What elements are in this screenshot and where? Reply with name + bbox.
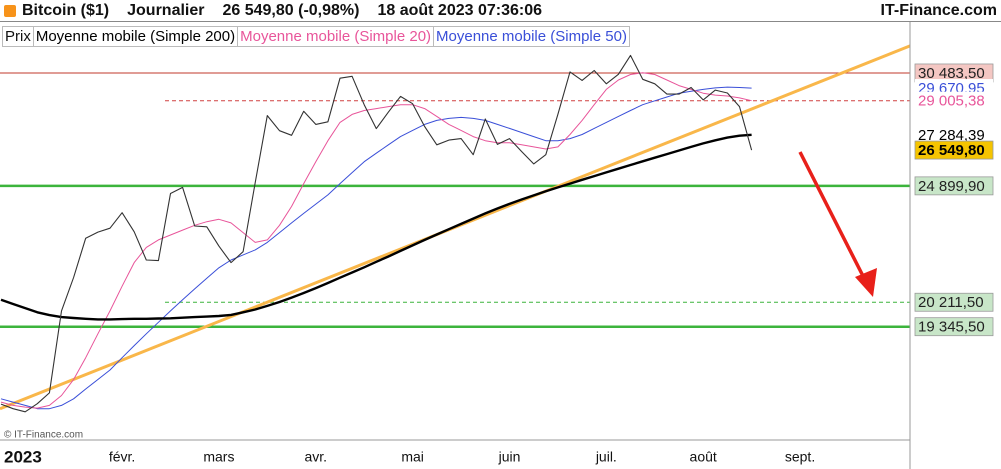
header: Bitcoin ($1) Journalier 26 549,80 (-0,98… [0,0,1001,22]
x-tick-label: mai [401,449,424,465]
x-tick-label: août [690,449,717,465]
x-tick-label: mars [203,449,234,465]
moving-average-line [0,72,752,409]
x-tick-label: juin [498,449,521,465]
level-label-box [914,140,994,160]
level-label-box [915,91,993,110]
instrument: Bitcoin ($1) [22,1,110,19]
quote: 26 549,80 (-0,98%) [222,1,360,19]
legend: Prix Moyenne mobile (Simple 200) Moyenne m… [2,26,630,47]
level-label: 20 211,50 [918,294,984,311]
legend-item: Moyenne mobile (Simple 50) [433,26,630,47]
level-label-box [914,292,994,312]
x-tick-label: avr. [304,449,327,465]
arrow-shaft [798,151,866,279]
datetime: 18 août 2023 07:36:06 [377,1,543,19]
period: Journalier [127,1,205,19]
legend-item: Moyenne mobile (Simple 20) [237,26,435,47]
level-label: 26 549,80 [918,142,985,159]
x-tick-label: sept. [785,449,815,465]
legend-item: Moyenne mobile (Simple 200) [32,26,239,47]
level-label: 19 345,50 [918,319,985,336]
arrow-head [855,268,877,297]
moving-average-line [0,133,752,321]
level-label: 29 005,38 [918,93,985,110]
level-label: 24 899,90 [918,178,985,195]
level-label: 30 483,50 [918,65,985,82]
level-label-box [915,125,993,144]
level-label-box [914,317,994,337]
legend-item: Prix [2,26,34,47]
annotation-arrow [798,151,877,297]
level-label-box [914,176,994,196]
x-tick-label: févr. [109,449,135,465]
source: IT-Finance.com [880,1,997,19]
x-tick-label: juil. [595,449,617,465]
watermark: © IT-Finance.com [4,430,83,441]
price-line [0,54,753,413]
level-label: 27 284,39 [918,127,985,144]
instrument-icon [4,4,16,17]
x-tick-label: 2023 [4,447,42,466]
plot-area [0,44,911,413]
moving-average-line [0,86,752,410]
